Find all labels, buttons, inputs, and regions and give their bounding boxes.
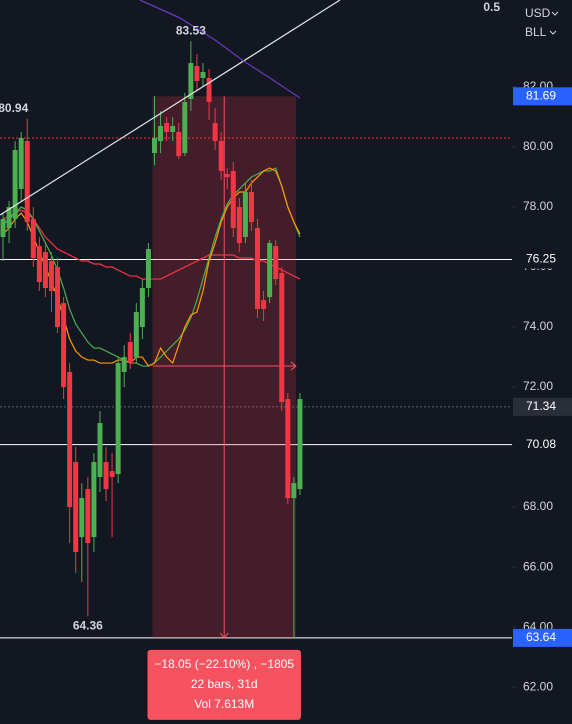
- measure-info-text: Vol 7.613M: [194, 697, 254, 711]
- candle-body: [18, 138, 24, 190]
- candle-body: [0, 219, 6, 238]
- candle-body: [236, 207, 242, 244]
- candle-body: [176, 132, 182, 157]
- plot-area: [0, 41, 512, 639]
- y-tick-label: 68.00: [523, 499, 553, 513]
- candle-body: [55, 267, 61, 328]
- candle-body: [85, 489, 91, 544]
- long-ma-line: [139, 0, 301, 99]
- dropdown-arrows: [549, 11, 559, 35]
- y-tick-label: 80.00: [523, 139, 553, 153]
- price-marker: [513, 628, 572, 647]
- measure-start-line: [152, 361, 297, 371]
- candle-body: [6, 207, 12, 229]
- candle-body: [164, 123, 170, 133]
- candle-body: [30, 219, 36, 259]
- candle-body: [267, 243, 273, 298]
- price-marker-label: 63.64: [526, 630, 556, 644]
- candle-body: [24, 141, 30, 223]
- candle-body: [206, 78, 212, 103]
- measure-info-text: 22 bars, 31d: [191, 677, 258, 691]
- ma-line: [2, 209, 301, 280]
- candle-body: [97, 423, 103, 478]
- measure-info-box: [147, 649, 301, 720]
- currency-selector[interactable]: USD: [525, 6, 551, 20]
- candle-body: [200, 72, 206, 79]
- y-tick-label: 74.00: [523, 319, 553, 333]
- candle-body: [285, 399, 291, 499]
- price-annotation: 83.53: [176, 23, 206, 37]
- candle-body: [224, 174, 230, 178]
- candle-body: [127, 342, 133, 364]
- candle-body: [145, 249, 151, 289]
- price-marker: [513, 250, 572, 269]
- candle-body: [121, 357, 127, 373]
- price-annotation: 80.94: [0, 101, 29, 115]
- candle-body: [67, 372, 73, 508]
- candle-body: [279, 273, 285, 403]
- candle-body: [182, 102, 188, 154]
- candle-body: [79, 498, 85, 538]
- candle-body: [230, 171, 236, 229]
- candle-body: [36, 246, 42, 283]
- header-value: 0.5: [483, 0, 500, 14]
- measure-arrow: [219, 96, 229, 639]
- candle-body: [115, 363, 121, 475]
- candle-body: [73, 462, 79, 553]
- candle-body: [218, 141, 224, 172]
- y-tick-label: 72.00: [523, 379, 553, 393]
- measure-info-text: −18.05 (−22.10%) , −1805: [154, 657, 294, 671]
- candle-body: [133, 312, 139, 358]
- candle-body: [273, 246, 279, 280]
- candle-body: [91, 462, 97, 538]
- candle-body: [297, 399, 303, 490]
- candle-body: [170, 126, 176, 133]
- y-tick-label: 66.00: [523, 559, 553, 573]
- price-annotation: 64.36: [73, 618, 103, 632]
- candle-body: [139, 288, 145, 328]
- candle-body: [194, 66, 200, 82]
- candle-body: [109, 471, 115, 478]
- price-marker-label: 71.34: [526, 399, 556, 413]
- candle-body: [188, 63, 194, 100]
- price-marker-label: 81.69: [526, 88, 556, 102]
- candle-body: [103, 462, 109, 490]
- candle-body: [42, 252, 48, 289]
- y-tick-label: 62.00: [523, 679, 553, 693]
- candle-body: [61, 303, 67, 388]
- candle-body: [152, 138, 157, 154]
- candle-body: [248, 192, 254, 223]
- candle-body: [261, 300, 267, 310]
- price-marker: [513, 435, 572, 454]
- price-marker: [513, 397, 572, 416]
- candle-body: [212, 123, 218, 142]
- candle-body: [242, 192, 248, 238]
- candle-body: [291, 483, 297, 499]
- trend-line: [0, 0, 341, 216]
- y-tick-label: 78.00: [523, 199, 553, 213]
- candle-body: [158, 126, 164, 142]
- candle-body: [12, 150, 18, 220]
- symbol-selector[interactable]: BLL: [525, 25, 547, 39]
- price-marker-label: 76.25: [526, 252, 556, 266]
- candle-body: [48, 261, 54, 292]
- candle-body: [255, 228, 261, 310]
- price-marker-label: 70.08: [526, 437, 556, 451]
- price-marker: [513, 87, 572, 106]
